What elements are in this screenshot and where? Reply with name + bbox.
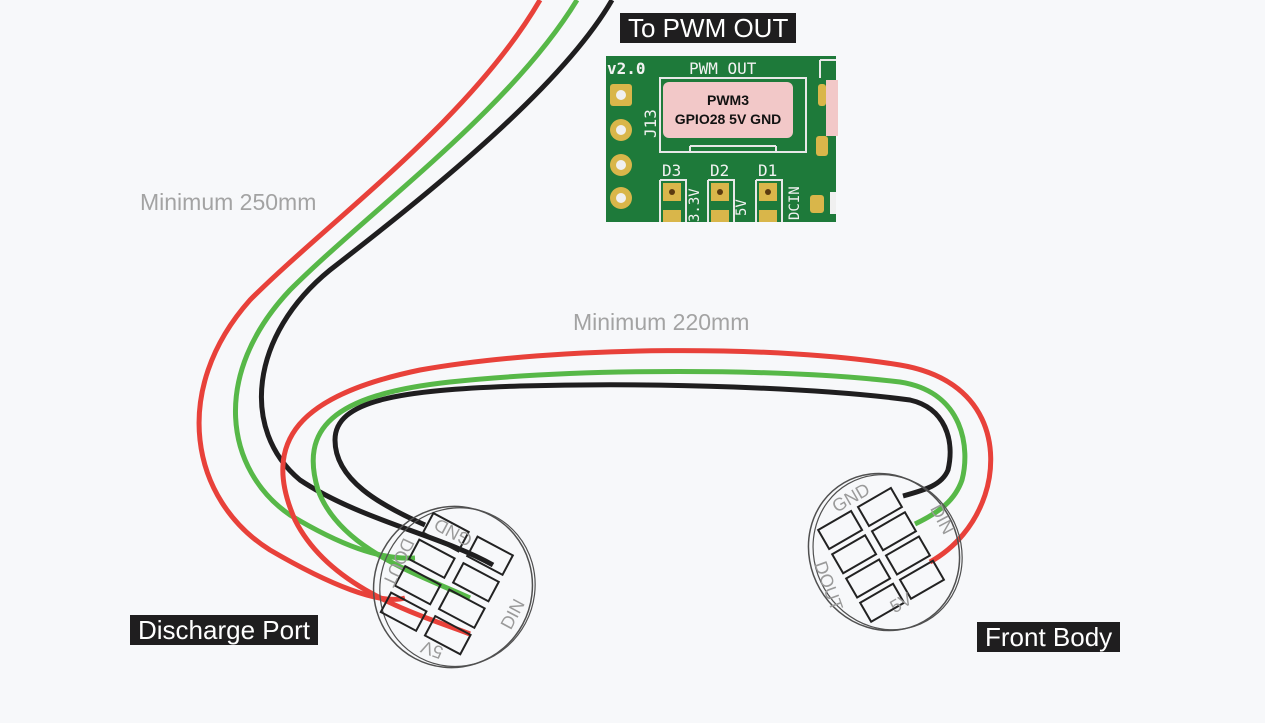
connector-ref: J13 — [641, 109, 660, 138]
diode-d1: D1 — [758, 161, 777, 180]
pad-pin-names: GPIO28 5V GND — [675, 111, 782, 127]
wire-gnd-between — [332, 382, 953, 528]
diode-d2: D2 — [710, 161, 729, 180]
discharge-port-label: Discharge Port — [130, 615, 318, 645]
rail-5v: 5V — [734, 199, 750, 216]
min-250-label: Minimum 250mm — [140, 189, 317, 215]
wire-data-between — [310, 369, 968, 601]
diode-d3: D3 — [662, 161, 681, 180]
pcb-version: v2.0 — [607, 59, 646, 78]
rail-dcin: DCIN — [787, 186, 803, 220]
pad-pwm3: PWM3 — [707, 92, 749, 108]
front-body-connector — [807, 472, 963, 632]
min-220-label: Minimum 220mm — [573, 309, 750, 335]
wire-5v-between — [280, 348, 994, 637]
to-pwm-out-label: To PWM OUT — [620, 13, 797, 43]
pcb-header-label: PWM OUT — [689, 59, 757, 78]
rail-3v3: 3.3V — [687, 188, 703, 222]
wire-5v-to-pwm — [196, 0, 543, 602]
wire-data-to-pwm — [233, 0, 580, 561]
front-pin-5v: 5V — [886, 589, 915, 617]
front-body-label: Front Body — [977, 622, 1121, 652]
pcb-inset: v2.0 PWM OUT PWM3 GPIO28 5V GND J13 D3 D… — [606, 56, 838, 222]
front-pin-din: DIN — [926, 501, 958, 538]
front-pin-dout: DOUT — [811, 559, 847, 614]
wire-gnd-to-pwm — [258, 0, 615, 568]
discharge-port-connector — [372, 505, 536, 669]
